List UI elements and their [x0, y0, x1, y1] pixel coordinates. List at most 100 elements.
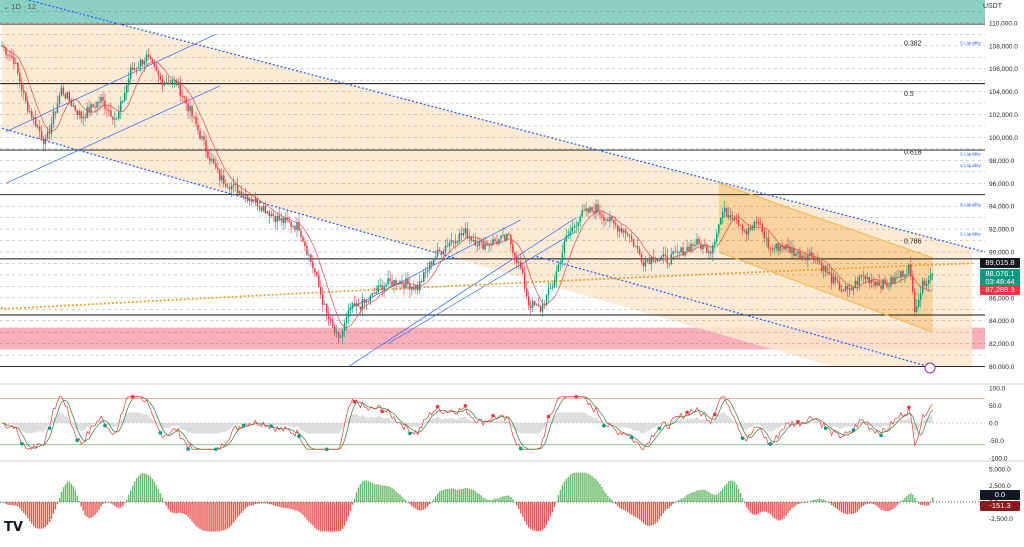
- histogram-bar: [64, 484, 67, 502]
- histogram-bar: [710, 493, 712, 502]
- candle-body: [432, 259, 435, 265]
- candle-body: [458, 233, 461, 242]
- histogram-bar: [757, 502, 760, 514]
- histogram-bar: [345, 502, 348, 522]
- candle-body: [371, 293, 374, 296]
- histogram-bar: [341, 502, 344, 530]
- histogram-bar: [565, 479, 567, 502]
- candle-body: [674, 251, 676, 253]
- candle-body: [868, 277, 870, 284]
- candle-body: [108, 110, 110, 112]
- candle-body: [912, 276, 914, 293]
- histogram-bar: [922, 502, 924, 505]
- candle-body: [391, 281, 393, 286]
- candle-body: [874, 281, 876, 286]
- histogram-bar: [664, 502, 666, 511]
- candle-body: [850, 288, 853, 291]
- candle-body: [308, 254, 310, 256]
- histogram-bar: [724, 485, 726, 502]
- candle-body: [175, 79, 177, 85]
- histogram-bar: [104, 502, 106, 504]
- candle-body: [537, 304, 540, 307]
- histogram-bar: [130, 490, 132, 502]
- histogram-bar: [708, 492, 710, 502]
- candle-body: [525, 288, 528, 297]
- crossover-dot: [491, 413, 495, 418]
- candle-body: [828, 271, 831, 274]
- crossover-dot: [518, 446, 523, 451]
- candle-body: [624, 230, 627, 234]
- symbol-header[interactable]: ⌄ 1D · 12: [3, 2, 36, 11]
- crossover-dot: [629, 435, 634, 440]
- candle-body: [737, 219, 740, 226]
- histogram-bar: [304, 502, 306, 518]
- candle-body: [854, 281, 857, 288]
- histogram-bar: [696, 490, 698, 502]
- candle-body: [452, 240, 455, 242]
- candle-body: [339, 336, 342, 338]
- histogram-bar: [272, 502, 274, 506]
- tradingview-logo-icon[interactable]: TV: [4, 520, 23, 535]
- oscillator-signal-line: [1, 396, 933, 450]
- candle-body: [191, 106, 193, 117]
- liquidity-label: S Liquidity: [960, 163, 982, 168]
- histogram-bar: [203, 502, 205, 531]
- histogram-bar: [280, 502, 282, 508]
- histogram-bar: [561, 484, 564, 502]
- collapse-icon[interactable]: ⌄: [3, 2, 10, 11]
- candle-body: [906, 273, 908, 275]
- histogram-bar: [82, 502, 84, 511]
- candle-body: [25, 92, 27, 102]
- candle-body: [516, 256, 518, 263]
- histogram-bar: [735, 484, 738, 502]
- histogram-bar: [508, 495, 510, 502]
- candle-body: [929, 274, 932, 281]
- candle-body: [145, 54, 148, 62]
- histogram-bar: [605, 492, 607, 502]
- histogram-bar: [369, 482, 371, 502]
- candle-body: [163, 82, 166, 86]
- histogram-bar: [524, 502, 526, 522]
- candle-body: [246, 195, 249, 201]
- histogram-bar: [712, 494, 714, 502]
- candle-body: [270, 213, 273, 216]
- histogram-bar: [100, 502, 102, 507]
- histogram-bar: [811, 500, 813, 502]
- crossover-dot: [796, 419, 800, 424]
- histogram-bar: [918, 502, 920, 504]
- histogram-bar: [391, 488, 393, 502]
- candle-body: [367, 300, 370, 302]
- candle-body: [858, 275, 861, 285]
- candle-body: [484, 243, 486, 250]
- candle-body: [799, 251, 801, 259]
- histogram-bar: [504, 496, 506, 502]
- histogram-bar: [31, 502, 33, 524]
- histogram-bar: [904, 497, 906, 502]
- candle-body: [322, 294, 324, 305]
- candle-body: [422, 272, 425, 283]
- histogram-bar: [549, 502, 552, 517]
- histogram-bar: [797, 502, 799, 505]
- candle-body: [620, 228, 623, 233]
- histogram-bar: [284, 502, 286, 509]
- histogram-bar: [80, 502, 82, 507]
- histogram-bar: [393, 488, 395, 502]
- histogram-bar: [147, 475, 150, 502]
- crossover-dot: [75, 438, 80, 443]
- candle-body: [763, 231, 766, 239]
- candle-body: [880, 285, 882, 289]
- histogram-bar: [72, 486, 74, 502]
- histogram-bar: [765, 502, 767, 512]
- candle-body: [359, 306, 362, 310]
- histogram-bar: [351, 502, 354, 505]
- candle-body: [797, 251, 799, 254]
- candle-body: [504, 234, 506, 241]
- candle-body: [571, 227, 573, 232]
- candle-body: [32, 117, 35, 119]
- candle-body: [700, 243, 702, 250]
- y-tick-label: 80,000.0: [989, 364, 1015, 371]
- histogram-bar: [159, 493, 162, 502]
- candle-body: [264, 205, 267, 213]
- candle-body: [686, 246, 688, 252]
